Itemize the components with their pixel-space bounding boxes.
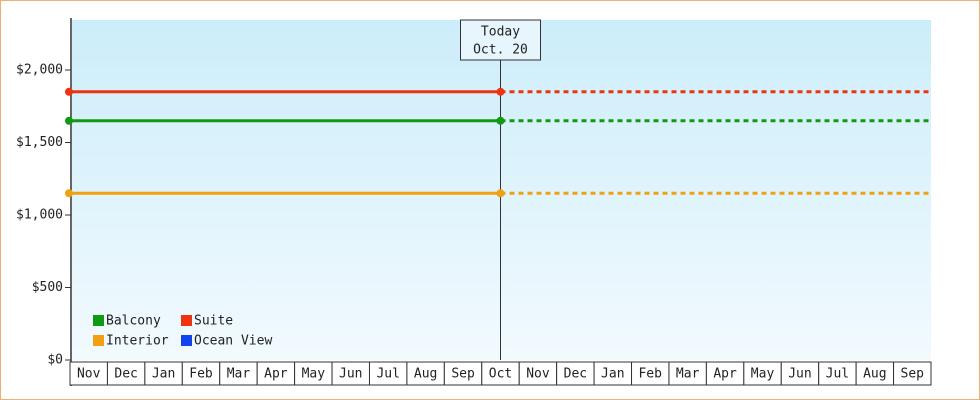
- today-label: Today: [481, 25, 520, 40]
- today-label: Oct. 20: [473, 43, 528, 58]
- x-category-cell: [893, 361, 932, 386]
- x-tick-label: Jan: [601, 367, 624, 382]
- x-tick-label: Dec: [114, 367, 137, 382]
- x-tick-label: Mar: [227, 367, 251, 382]
- x-tick-label: Oct: [489, 367, 512, 382]
- x-tick-label: Sep: [901, 367, 925, 382]
- y-tick-label: $500: [32, 280, 63, 295]
- x-tick-label: Dec: [564, 367, 587, 382]
- price-point: [496, 116, 505, 125]
- x-tick-label: Jul: [376, 367, 399, 382]
- today-box: [460, 19, 541, 61]
- x-tick-label: Nov: [77, 367, 101, 382]
- price-point: [65, 189, 73, 198]
- legend-label: Suite: [194, 314, 233, 329]
- legend-label: Ocean View: [194, 334, 272, 349]
- x-tick-label: Mar: [676, 367, 700, 382]
- price-point: [65, 87, 73, 96]
- price-point: [496, 87, 505, 96]
- x-tick-label: Jan: [152, 367, 175, 382]
- y-tick-label: $0: [47, 353, 63, 368]
- x-tick-label: Aug: [863, 367, 886, 382]
- x-tick-label: Jun: [339, 367, 362, 382]
- x-tick-label: Nov: [526, 367, 550, 382]
- legend-label: Balcony: [106, 314, 161, 329]
- x-tick-label: Apr: [713, 367, 737, 382]
- y-tick-label: $2,000: [16, 63, 63, 78]
- x-tick-label: Feb: [189, 367, 213, 382]
- legend-label: Interior: [106, 334, 169, 349]
- legend-swatch: [181, 335, 192, 346]
- x-tick-label: Sep: [451, 367, 475, 382]
- x-tick-label: Apr: [264, 367, 288, 382]
- price-point: [65, 116, 73, 125]
- y-tick-label: $1,500: [16, 135, 63, 150]
- x-tick-label: May: [302, 367, 326, 382]
- x-tick-label: May: [751, 367, 775, 382]
- x-tick-label: Aug: [414, 367, 437, 382]
- legend-swatch: [93, 315, 104, 326]
- x-tick-label: Jul: [826, 367, 849, 382]
- x-tick-label: Jun: [788, 367, 811, 382]
- y-tick-label: $1,000: [16, 208, 63, 223]
- legend-swatch: [181, 315, 192, 326]
- x-tick-label: Feb: [638, 367, 662, 382]
- price-point: [496, 189, 505, 198]
- legend-swatch: [93, 335, 104, 346]
